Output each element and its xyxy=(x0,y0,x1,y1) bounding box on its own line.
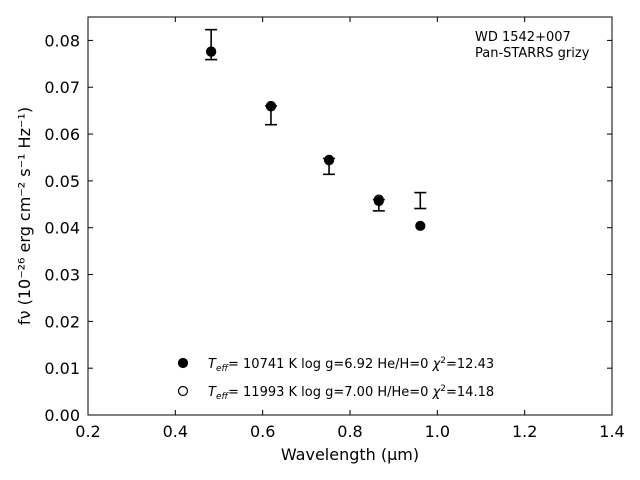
observed-error-bars xyxy=(205,28,427,212)
y-tick-label: 0.04 xyxy=(44,219,80,238)
legend-label: Teff= 11993 K log g=7.00 H/He=0 χ2=14.18 xyxy=(208,384,494,402)
legend-label-part: χ xyxy=(432,385,442,400)
model-point-open xyxy=(323,154,335,165)
x-axis-title: Wavelength (μm) xyxy=(281,445,419,464)
y-tick-label: 0.02 xyxy=(44,312,80,331)
legend-label-part: 2 xyxy=(440,356,446,366)
x-tick-label: 0.2 xyxy=(75,422,100,441)
y-tick-label: 0.00 xyxy=(44,406,80,425)
model-series xyxy=(206,46,426,231)
legend: Teff= 10741 K log g=6.92 He/H=0 χ2=12.43… xyxy=(177,356,494,402)
annotation-survey-name: Pan-STARRS grizy xyxy=(475,46,590,61)
legend-label: Teff= 10741 K log g=6.92 He/H=0 χ2=12.43 xyxy=(208,356,494,374)
y-tick-label: 0.01 xyxy=(44,359,80,378)
plot-frame-rect xyxy=(87,16,613,416)
y-tick-label: 0.05 xyxy=(44,172,80,191)
x-tick-label: 0.8 xyxy=(337,422,362,441)
x-tick-label: 0.6 xyxy=(250,422,275,441)
model-point-open xyxy=(206,46,217,57)
legend-label-part: 2 xyxy=(440,384,446,394)
annotation-box: WD 1542+007 Pan-STARRS grizy xyxy=(475,30,590,61)
y-axis-ticks: 0.00 0.01 0.02 0.03 0.04 0.05 0.06 0.07 0.08 xyxy=(44,31,612,425)
y-tick-label: 0.08 xyxy=(44,31,80,50)
y-tick-label: 0.03 xyxy=(44,266,80,285)
legend-marker-filled xyxy=(177,357,189,369)
y-tick-label: 0.06 xyxy=(44,125,80,144)
legend-label-part: T xyxy=(208,385,217,400)
y-axis-title: fν (10⁻²⁶ erg cm⁻² s⁻¹ Hz⁻¹) xyxy=(15,107,34,325)
plot-frame xyxy=(87,16,613,416)
model-point-open xyxy=(265,101,277,112)
legend-label-part: =14.18 xyxy=(446,385,494,400)
model-point-filled xyxy=(415,220,426,231)
x-tick-label: 1.0 xyxy=(425,422,450,441)
x-tick-label: 0.4 xyxy=(163,422,188,441)
legend-label-part: =12.43 xyxy=(446,357,494,372)
legend-label-part: eff xyxy=(216,364,230,374)
legend-label-part: = 10741 K log g=6.92 He/H=0 xyxy=(228,357,433,372)
x-tick-label: 1.2 xyxy=(512,422,537,441)
legend-marker-open xyxy=(177,385,189,397)
legend-label-part: T xyxy=(208,357,217,372)
legend-label-part: eff xyxy=(216,392,230,402)
x-axis-ticks: 0.2 0.4 0.6 0.8 1.0 1.2 1.4 xyxy=(75,17,625,441)
model-point-open xyxy=(373,194,384,205)
legend-label-part: χ xyxy=(432,357,442,372)
y-tick-label: 0.07 xyxy=(44,78,80,97)
legend-label-part: = 11993 K log g=7.00 H/He=0 xyxy=(228,385,433,400)
x-tick-label: 1.4 xyxy=(599,422,624,441)
annotation-object-name: WD 1542+007 xyxy=(475,30,571,45)
